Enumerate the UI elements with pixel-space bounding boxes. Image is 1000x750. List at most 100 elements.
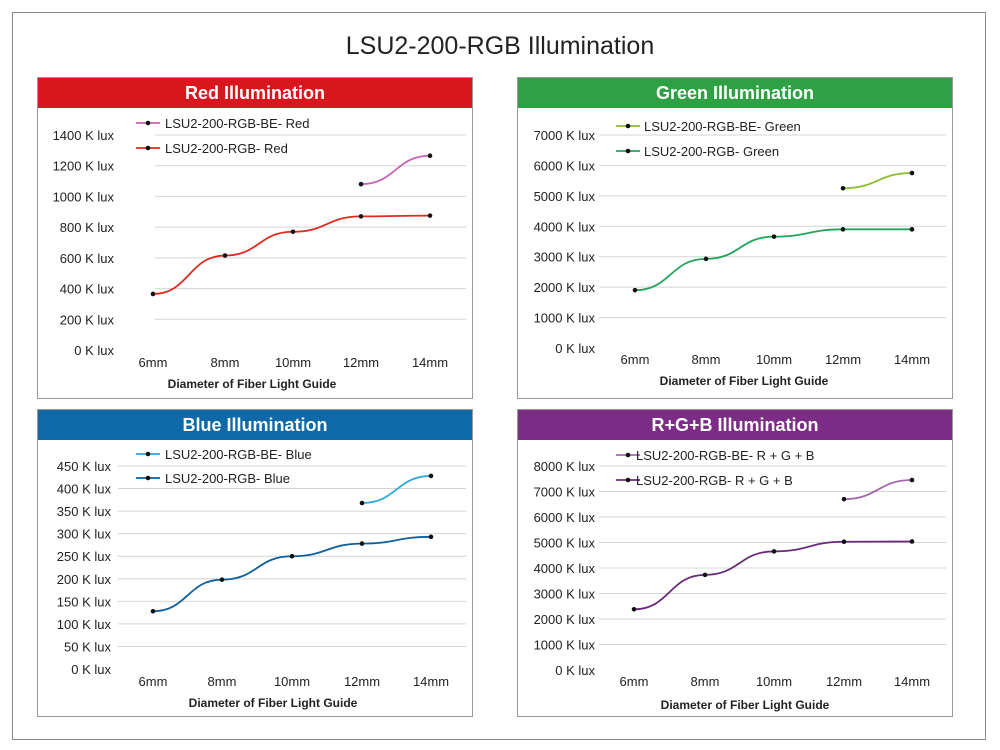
legend-marker (145, 145, 151, 151)
y-tick-label: 400 K lux (60, 282, 115, 297)
y-tick-label: 600 K lux (60, 251, 115, 266)
y-tick-label: 100 K lux (57, 617, 112, 632)
data-point (771, 549, 777, 554)
data-point (359, 541, 365, 546)
chart-svg: 0 K lux 1000 K lux 2000 K lux 3000 K lux 400… (534, 448, 946, 712)
y-tick-label: 50 K lux (64, 639, 111, 654)
data-point (771, 234, 777, 239)
y-tick-label: 0 K lux (555, 663, 595, 678)
data-point (909, 170, 915, 176)
y-tick-label: 7000 K lux (534, 128, 596, 143)
data-point (841, 539, 847, 545)
data-point (428, 473, 434, 479)
y-tick-label: 6000 K lux (534, 158, 596, 173)
legend-marker (625, 452, 631, 458)
series-line (152, 535, 432, 613)
data-point (840, 227, 846, 232)
y-tick-label: 150 K lux (57, 594, 112, 609)
panel-header: R+G+B Illumination (518, 410, 952, 440)
chart-svg: 0 K lux 200 K lux 400 K lux 600 K lux 800 K … (53, 116, 466, 391)
y-tick-label: 8000 K lux (534, 459, 596, 474)
y-tick-label: 2000 K lux (534, 280, 596, 295)
data-point (427, 153, 433, 159)
x-axis-title: Diameter of Fiber Light Guide (189, 696, 358, 710)
series-line (633, 540, 913, 611)
x-tick-label: 8mm (692, 352, 721, 367)
data-point (150, 291, 156, 297)
legend-label: LSU2-200-RGB-BE- Blue (165, 447, 312, 462)
legend-marker (145, 475, 151, 481)
panel-header: Green Illumination (518, 78, 952, 108)
x-tick-label: 6mm (139, 674, 168, 689)
x-tick-label: 12mm (343, 355, 379, 370)
y-tick-label: 5000 K lux (534, 536, 596, 551)
legend-marker (145, 451, 151, 457)
x-axis-title: Diameter of Fiber Light Guide (168, 377, 337, 391)
series-line (843, 479, 913, 501)
y-tick-label: 350 K lux (57, 504, 112, 519)
data-point (358, 214, 364, 219)
y-tick-label: 200 K lux (57, 572, 112, 587)
y-tick-label: 1200 K lux (53, 159, 115, 174)
x-axis-title: Diameter of Fiber Light Guide (661, 698, 830, 712)
data-point (840, 185, 846, 191)
y-tick-label: 1000 K lux (53, 189, 115, 204)
series-line (360, 154, 431, 186)
series-line (842, 172, 913, 190)
x-tick-label: 8mm (208, 674, 237, 689)
data-point (841, 496, 847, 502)
data-point (632, 287, 638, 293)
data-point (289, 553, 295, 559)
x-tick-label: 10mm (756, 352, 792, 367)
y-tick-label: 7000 K lux (534, 485, 596, 500)
panel-header: Blue Illumination (38, 410, 472, 440)
y-tick-label: 0 K lux (74, 343, 114, 358)
green-illumination-panel: Green Illumination 0 K lux 1000 K lux 2000… (517, 77, 953, 399)
chart-svg: 0 K lux 1000 K lux 2000 K lux 3000 K lux 400… (534, 119, 946, 388)
y-tick-label: 1400 K lux (53, 128, 115, 143)
data-point (427, 213, 433, 218)
legend-marker (625, 477, 631, 483)
series-line (634, 228, 912, 292)
x-tick-label: 6mm (620, 674, 649, 689)
legend-label: LSU2-200-RGB- R + G + B (636, 473, 793, 488)
legend-label: LSU2-200-RGB- Blue (165, 471, 290, 486)
x-tick-label: 14mm (413, 674, 449, 689)
x-tick-label: 14mm (894, 352, 930, 367)
x-tick-label: 6mm (139, 355, 168, 370)
chart-svg: 0 K lux 50 K lux 100 K lux 150 K lux 200 K l… (57, 447, 466, 710)
legend-label: LSU2-200-RGB-BE- Green (644, 119, 801, 134)
y-tick-label: 300 K lux (57, 527, 112, 542)
y-tick-label: 200 K lux (60, 312, 115, 327)
x-tick-label: 10mm (756, 674, 792, 689)
data-point (428, 534, 434, 540)
y-tick-label: 450 K lux (57, 459, 112, 474)
x-tick-label: 8mm (691, 674, 720, 689)
y-tick-label: 3000 K lux (534, 250, 596, 265)
y-tick-label: 400 K lux (57, 482, 112, 497)
legend-marker (625, 123, 631, 129)
x-tick-label: 12mm (344, 674, 380, 689)
y-tick-label: 5000 K lux (534, 189, 596, 204)
y-tick-label: 6000 K lux (534, 510, 596, 525)
y-tick-label: 800 K lux (60, 220, 115, 235)
data-point (703, 256, 709, 262)
x-tick-label: 14mm (412, 355, 448, 370)
legend-label: LSU2-200-RGB- Green (644, 144, 779, 159)
series-line (361, 475, 432, 504)
y-tick-label: 2000 K lux (534, 612, 596, 627)
rgb-illumination-panel: R+G+B Illumination 0 K lux 1000 K lux 2000… (517, 409, 953, 717)
figure-frame (12, 12, 986, 740)
data-point (150, 608, 156, 614)
x-tick-label: 10mm (275, 355, 311, 370)
legend-label: LSU2-200-RGB-BE- R + G + B (636, 448, 814, 463)
data-point (219, 577, 225, 582)
data-point (358, 181, 364, 187)
x-tick-label: 8mm (211, 355, 240, 370)
x-tick-label: 10mm (274, 674, 310, 689)
y-tick-label: 1000 K lux (534, 311, 596, 326)
x-tick-label: 14mm (894, 674, 930, 689)
data-point (222, 253, 228, 258)
y-tick-label: 3000 K lux (534, 587, 596, 602)
data-point (909, 227, 915, 232)
